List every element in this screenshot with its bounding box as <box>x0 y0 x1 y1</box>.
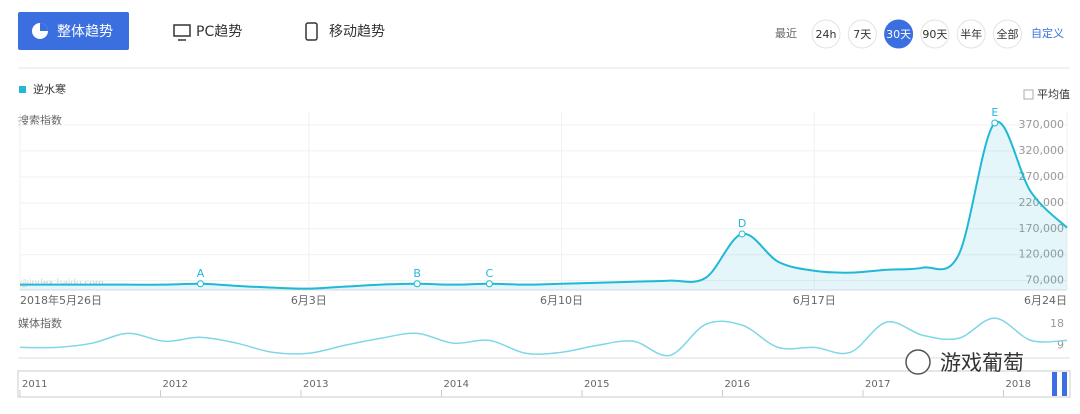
range-label[interactable]: 24h <box>816 28 837 41</box>
point <box>991 119 999 127</box>
y-tick-label: 120,000 <box>1019 248 1065 261</box>
range-button[interactable] <box>920 19 950 49</box>
x-tick-label: 6月3日 <box>291 294 327 307</box>
timeline-year: 2017 <box>865 379 890 390</box>
brush-handle[interactable] <box>1062 372 1067 396</box>
range-label[interactable]: 全部 <box>997 27 1019 41</box>
watermark: @index.baidu.com <box>20 279 104 289</box>
point-label: B <box>413 267 421 280</box>
pie-icon-slice <box>40 23 48 31</box>
area <box>20 121 1067 290</box>
point-label: C <box>486 267 494 280</box>
y-tick-label: 370,000 <box>1019 118 1065 131</box>
x-tick-label: 6月10日 <box>540 294 583 307</box>
timeline-year: 2015 <box>584 379 609 390</box>
x-tick-label: 6月24日 <box>1024 294 1067 307</box>
point <box>485 280 493 288</box>
point-label: D <box>738 217 746 230</box>
point <box>738 230 746 238</box>
y-tick-label: 270,000 <box>1019 170 1065 183</box>
y-tick-label: 320,000 <box>1019 144 1065 157</box>
range-button[interactable] <box>993 19 1022 49</box>
legend-label: 逆水寒 <box>33 82 66 96</box>
pc-icon <box>173 24 191 37</box>
x-tick-label: 6月17日 <box>793 294 836 307</box>
range-button[interactable] <box>956 19 986 49</box>
custom-range[interactable]: 自定义 <box>1031 26 1064 40</box>
y-axis-title: 搜索指数 <box>18 113 62 127</box>
tab[interactable]: PC趋势 <box>196 24 242 40</box>
checkbox[interactable] <box>1023 89 1034 100</box>
y-axis-title: 媒体指数 <box>18 316 62 330</box>
range-label: 最近 <box>775 27 797 40</box>
y-tick-label: 170,000 <box>1019 222 1065 235</box>
range-label[interactable]: 7天 <box>853 28 871 41</box>
range-label[interactable]: 半年 <box>960 27 982 41</box>
tab-active[interactable] <box>18 12 129 50</box>
range-button[interactable] <box>884 19 914 49</box>
y-tick-label: 18 <box>1050 317 1064 330</box>
range-button[interactable] <box>847 19 877 49</box>
range-button[interactable] <box>811 19 841 49</box>
timeline-year: 2012 <box>163 379 188 390</box>
y-tick-label: 220,000 <box>1019 196 1065 209</box>
point-label: E <box>991 106 998 119</box>
point <box>413 280 421 288</box>
point <box>197 280 205 288</box>
timeline-year: 2011 <box>22 379 47 390</box>
timeline-year: 2016 <box>725 379 750 390</box>
timeline-year: 2018 <box>1006 379 1031 390</box>
x-tick-label: 2018年5月26日 <box>20 293 102 307</box>
y-tick-label: 9 <box>1057 338 1064 351</box>
timeline-year: 2014 <box>444 379 469 390</box>
tab[interactable]: 整体趋势 <box>57 24 113 40</box>
legend-swatch <box>19 86 26 93</box>
timeline[interactable] <box>17 370 1071 398</box>
range-label[interactable]: 30天 <box>886 28 911 41</box>
mobile-icon <box>305 22 318 41</box>
tab[interactable]: 移动趋势 <box>329 24 385 40</box>
line <box>19 317 1068 357</box>
point-label: A <box>197 267 205 280</box>
line <box>20 120 1068 290</box>
timeline-year: 2013 <box>303 379 328 390</box>
wechat-icon <box>905 349 931 375</box>
y-tick-label: 70,000 <box>1026 274 1065 287</box>
range-label[interactable]: 90天 <box>922 28 947 41</box>
average-toggle[interactable]: 平均值 <box>1037 88 1070 101</box>
brand: 游戏葡萄 <box>940 351 1024 375</box>
brush-handle[interactable] <box>1052 372 1057 396</box>
